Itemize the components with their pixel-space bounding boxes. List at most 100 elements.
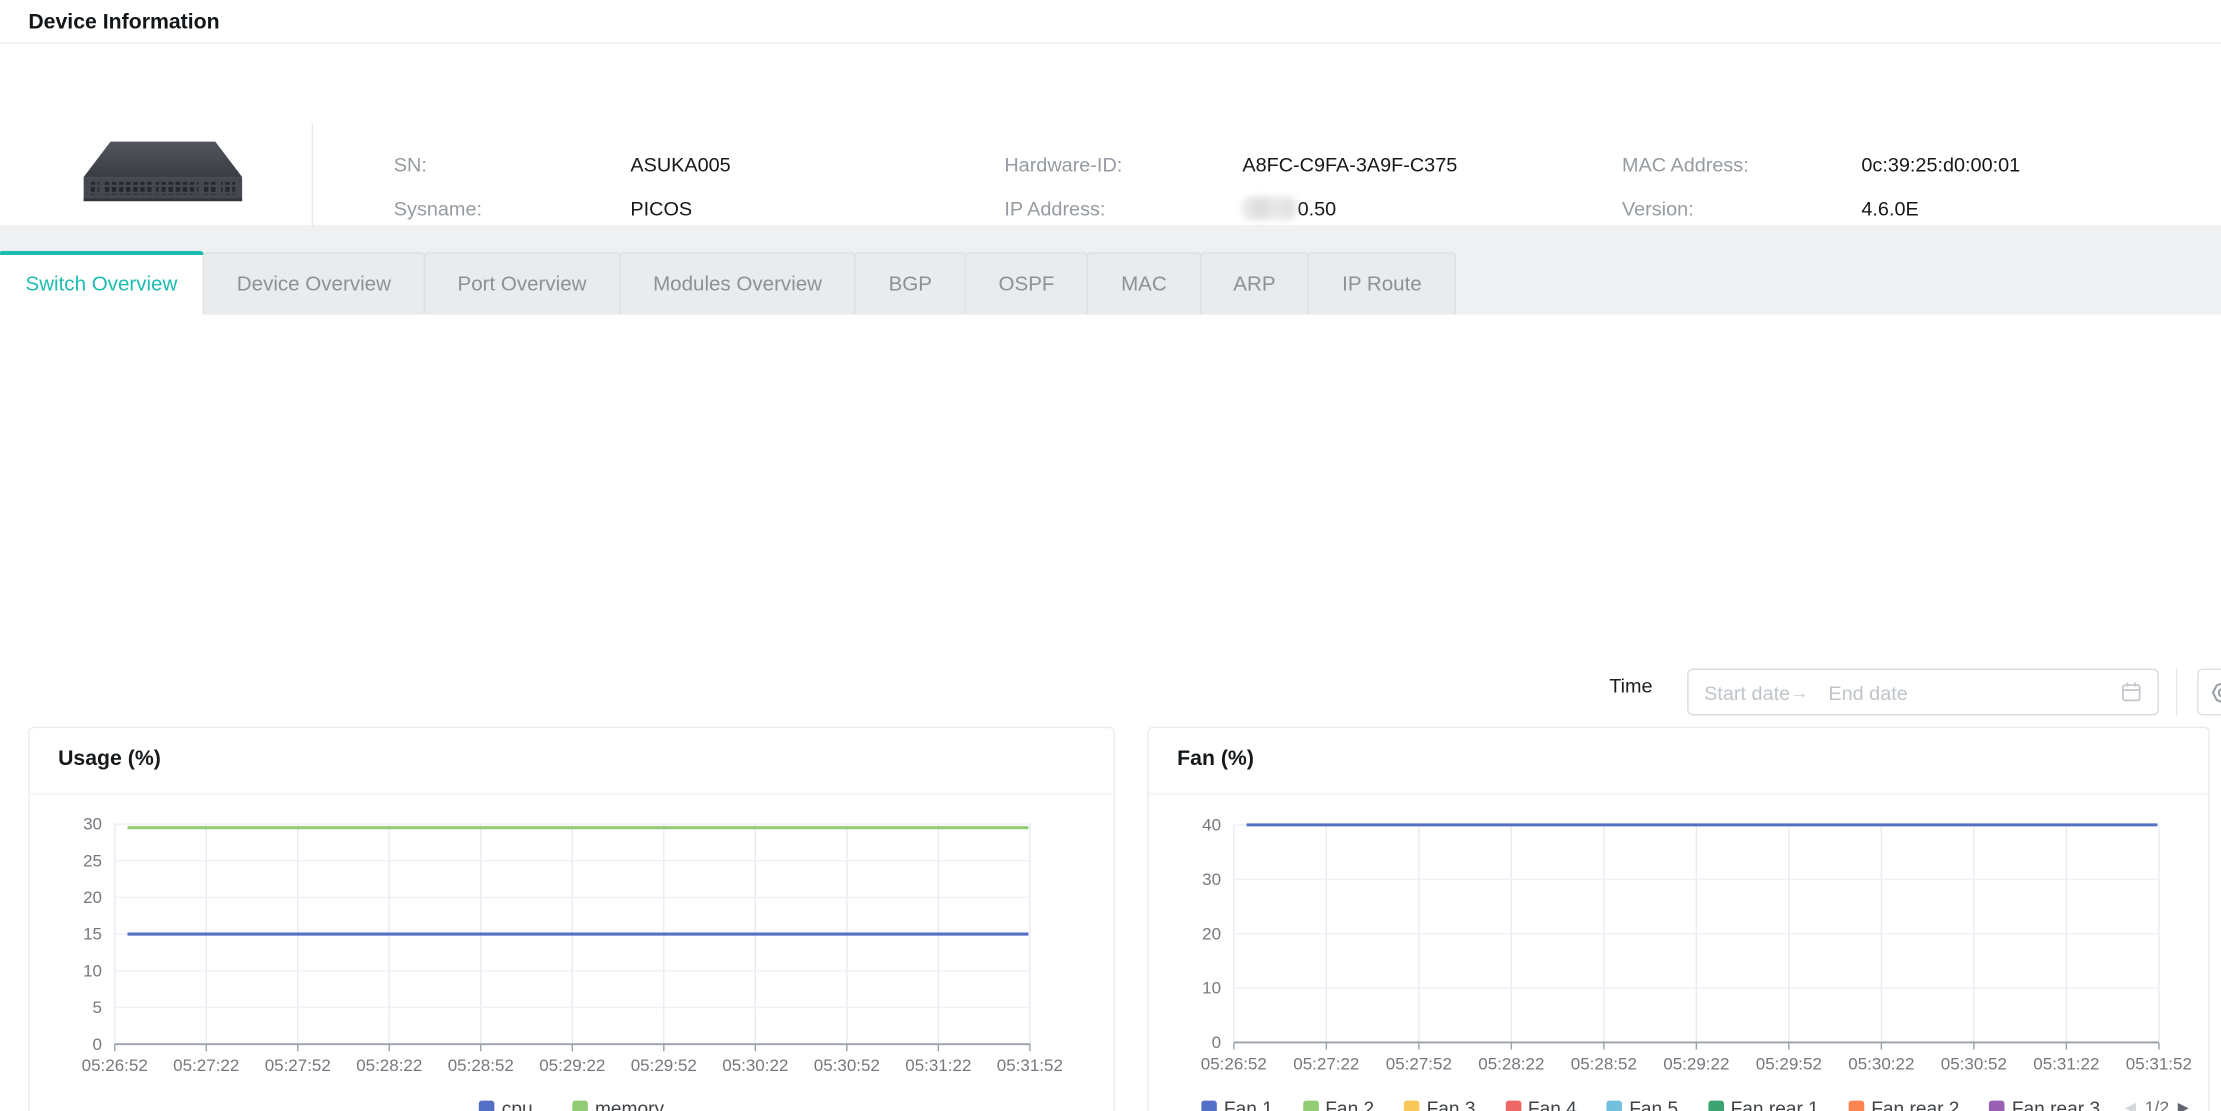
device-info-section: Model: as5812_54x SN: ASUKA005 Sysname: … [0,43,2221,249]
memory-legend-label: memory [594,1097,665,1111]
svg-text:0: 0 [1212,1033,1221,1052]
field-version: Version: [1622,197,1694,220]
usage-chart: 30 25 20 15 10 5 0 05:26:52 05:27:22 05:27:52 05:2… [30,728,1114,1111]
legend-item-fan4[interactable]: Fan 4 [1505,1098,1577,1111]
svg-text:05:27:52: 05:27:52 [265,1056,331,1075]
tab-ip-route[interactable]: IP Route [1308,252,1456,315]
svg-text:05:31:22: 05:31:22 [905,1056,971,1075]
ip-redaction-blur [1242,196,1297,220]
legend-item-fan-rear2[interactable]: Fan rear 2 [1848,1098,1959,1111]
tab-arp[interactable]: ARP [1199,252,1310,315]
legend-item-fan-rear3[interactable]: Fan rear 3 [1989,1098,2100,1111]
fan-rear1-legend-label: Fan rear 1 [1730,1097,1819,1111]
svg-text:05:28:52: 05:28:52 [448,1056,514,1075]
range-arrow-icon: → [1790,681,1809,703]
chart-settings-button[interactable] [2197,668,2221,716]
svg-text:05:28:52: 05:28:52 [1571,1054,1637,1073]
fan-legend-pager: ◀ 1/2 ▶ [2119,1097,2189,1111]
field-ip-address: IP Address: [1004,197,1105,220]
svg-text:05:29:22: 05:29:22 [1663,1054,1729,1073]
svg-text:05:29:22: 05:29:22 [539,1056,605,1075]
usage-legend: cpu memory [30,1098,1114,1111]
tab-ospf[interactable]: OSPF [964,252,1089,315]
fan5-legend-marker [1606,1100,1623,1111]
switch-image [83,141,243,202]
svg-text:05:30:22: 05:30:22 [722,1056,788,1075]
svg-text:05:28:22: 05:28:22 [356,1056,422,1075]
fan4-legend-marker [1505,1100,1521,1111]
svg-text:40: 40 [1202,816,1221,835]
tab-port-overview[interactable]: Port Overview [423,252,621,315]
sn-value: ASUKA005 [630,152,731,176]
tab-switch-overview[interactable]: Switch Overview [0,250,205,315]
tab-device-overview[interactable]: Device Overview [202,252,425,315]
svg-text:10: 10 [83,961,102,980]
field-version-value: 4.6.0E [1861,197,1918,220]
svg-text:05:27:52: 05:27:52 [1386,1054,1452,1073]
cpu-legend-label: cpu [501,1097,533,1111]
tab-modules-overview[interactable]: Modules Overview [619,252,857,315]
usage-card: Usage (%) 30 25 20 15 10 5 0 05:26:52 05:27:22 05… [28,726,1115,1111]
usage-card-title: Usage (%) [58,746,161,771]
fan2-legend-label: Fan 2 [1325,1097,1375,1111]
svg-text:20: 20 [1202,924,1221,943]
tab-band: Switch Overview Device Overview Port Ove… [0,226,2221,315]
legend-item-fan1[interactable]: Fan 1 [1201,1098,1273,1111]
legend-item-memory[interactable]: memory [572,1098,664,1111]
field-hardware-id-value: A8FC-C9FA-3A9F-C375 [1242,153,1457,176]
fan5-legend-label: Fan 5 [1629,1097,1679,1111]
field-ip-address-value: 0.50 [1242,196,1337,220]
svg-text:05:30:22: 05:30:22 [1848,1054,1914,1073]
usage-card-divider [29,793,1114,795]
info-divider [311,123,314,248]
svg-text:05:30:52: 05:30:52 [814,1056,880,1075]
svg-text:10: 10 [1202,979,1221,998]
legend-item-fan5[interactable]: Fan 5 [1606,1097,1679,1111]
legend-item-cpu[interactable]: cpu [479,1098,533,1111]
fan3-legend-marker [1403,1100,1420,1111]
hardware-id-value: A8FC-C9FA-3A9F-C375 [1242,152,1458,176]
legend-prev-arrow-icon[interactable]: ◀ [2125,1099,2137,1111]
svg-text:05:31:52: 05:31:52 [997,1056,1063,1075]
svg-text:0: 0 [93,1035,102,1054]
sysname-label: Sysname: [393,196,482,220]
svg-text:05:31:22: 05:31:22 [2033,1054,2099,1073]
hardware-id-label: Hardware-ID: [1004,152,1123,176]
memory-legend-marker [572,1100,588,1111]
field-mac-address: MAC Address: [1622,153,1749,176]
svg-text:05:30:52: 05:30:52 [1941,1054,2007,1073]
legend-next-arrow-icon[interactable]: ▶ [2177,1099,2189,1111]
mac-address-label: MAC Address: [1621,152,1749,176]
svg-text:05:26:52: 05:26:52 [1201,1054,1267,1073]
fan1-legend-marker [1201,1100,1217,1111]
ip-address-value: 0.50 [1297,196,1337,220]
legend-item-fan3[interactable]: Fan 3 [1403,1098,1476,1111]
filter-divider [2175,668,2178,716]
legend-page-indicator: 1/2 [2144,1097,2170,1111]
fan-card: Fan (%) 40 30 20 10 0 05:26:52 05:27:22 05:27:5… [1147,726,2210,1111]
svg-text:20: 20 [83,888,102,907]
legend-item-fan2[interactable]: Fan 2 [1302,1097,1375,1111]
field-sn: SN: [394,153,427,176]
fan1-legend-label: Fan 1 [1223,1097,1273,1111]
date-range-picker[interactable]: Start date → End date [1687,668,2159,716]
svg-text:05:31:52: 05:31:52 [2126,1054,2192,1073]
cpu-legend-marker [479,1100,495,1111]
tab-mac[interactable]: MAC [1087,252,1201,315]
fan-rear3-legend-label: Fan rear 3 [2011,1097,2101,1111]
end-date-input[interactable]: End date [1828,680,1908,704]
svg-text:25: 25 [83,851,102,870]
tab-bgp[interactable]: BGP [854,252,966,315]
time-filter-label: Time [1609,674,1653,697]
fan-legend: Fan 1 Fan 2 Fan 3 Fan 4 Fan 5 [1201,1098,2108,1111]
legend-item-fan-rear1[interactable]: Fan rear 1 [1707,1097,1819,1111]
fan-card-title: Fan (%) [1177,746,1254,771]
field-sn-value: ASUKA005 [630,153,730,176]
start-date-input[interactable]: Start date [1704,680,1791,704]
svg-text:05:29:52: 05:29:52 [1756,1054,1822,1073]
svg-text:5: 5 [93,998,102,1017]
svg-text:30: 30 [83,815,102,834]
gear-icon [2211,681,2221,703]
sn-label: SN: [393,152,427,176]
